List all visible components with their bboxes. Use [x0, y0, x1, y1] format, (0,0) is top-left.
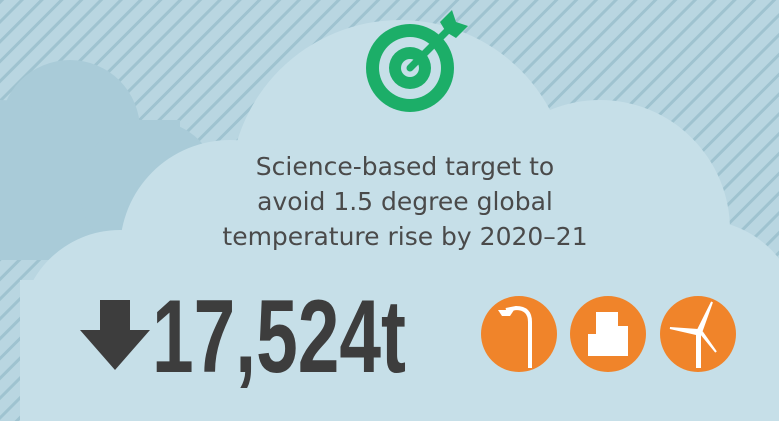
figure-value: 17,524t [152, 279, 406, 395]
building-icon [570, 296, 646, 372]
page: Science-based target to avoid 1.5 degree… [0, 0, 779, 421]
wind-turbine-icon [660, 296, 736, 372]
infographic: Science-based target to avoid 1.5 degree… [0, 0, 779, 421]
description-line: temperature rise by 2020–21 [222, 222, 587, 251]
description-line: avoid 1.5 degree global [257, 187, 553, 216]
street-light-icon [481, 296, 557, 372]
description-line: Science-based target to [256, 152, 554, 181]
